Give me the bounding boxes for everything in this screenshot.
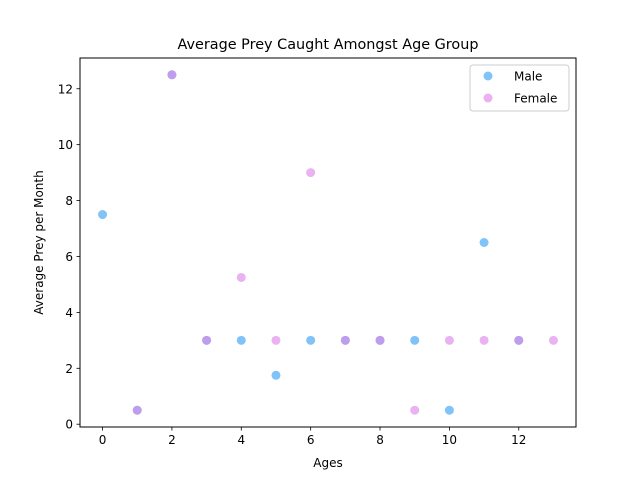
y-tick-label: 10 (58, 138, 73, 152)
x-axis-ticks: 0 2 4 6 8 10 12 (99, 427, 526, 447)
y-tick-label: 2 (65, 362, 73, 376)
female-data-point (202, 335, 212, 345)
female-data-point (479, 335, 489, 345)
legend: Male Female (469, 64, 570, 112)
x-tick-label: 12 (511, 433, 526, 447)
y-tick-label: 12 (58, 82, 73, 96)
female-data-point (132, 405, 142, 415)
female-data-point (444, 335, 454, 345)
legend-marker-female (483, 93, 493, 103)
points-layer (98, 70, 558, 415)
male-data-point (306, 335, 316, 345)
male-data-point (410, 335, 420, 345)
x-tick-label: 6 (307, 433, 315, 447)
x-tick-label: 4 (237, 433, 245, 447)
male-data-point (98, 210, 108, 220)
x-tick-label: 0 (99, 433, 107, 447)
female-data-point (410, 405, 420, 415)
x-tick-label: 8 (376, 433, 384, 447)
female-data-point (514, 335, 524, 345)
female-data-point (375, 335, 385, 345)
chart-title: Average Prey Caught Amongst Age Group (178, 37, 479, 53)
y-axis-ticks: 0 2 4 6 8 10 12 (58, 82, 80, 432)
y-axis-label: Average Prey per Month (32, 170, 46, 314)
legend-marker-male (483, 71, 493, 81)
series-female (132, 70, 558, 415)
x-axis-label: Ages (313, 456, 342, 470)
y-tick-label: 4 (65, 306, 73, 320)
female-data-point (271, 335, 281, 345)
female-data-point (340, 335, 350, 345)
male-data-point (236, 335, 246, 345)
female-data-point (548, 335, 558, 345)
x-tick-label: 2 (168, 433, 176, 447)
legend-label-female: Female (514, 92, 557, 106)
y-tick-label: 6 (65, 250, 73, 264)
y-tick-label: 8 (65, 194, 73, 208)
male-data-point (479, 238, 489, 247)
legend-label-male: Male (514, 70, 542, 84)
female-data-point (167, 70, 177, 80)
female-data-point (306, 168, 316, 178)
female-data-point (236, 272, 246, 282)
y-tick-label: 0 (65, 418, 73, 432)
legend-box (469, 64, 570, 112)
x-tick-label: 10 (442, 433, 457, 447)
male-data-point (271, 370, 281, 380)
plot-area-frame (79, 57, 577, 428)
male-data-point (444, 405, 454, 415)
